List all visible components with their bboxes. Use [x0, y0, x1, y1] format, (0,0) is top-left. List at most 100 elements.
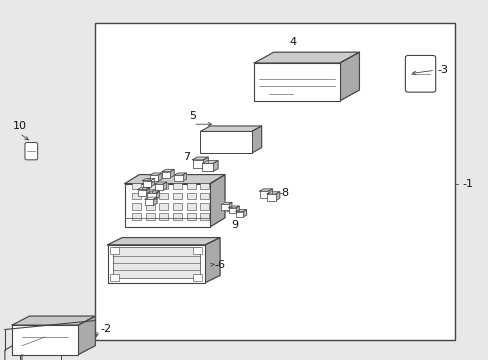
Bar: [124, 184, 210, 227]
Polygon shape: [192, 157, 208, 160]
Polygon shape: [162, 170, 174, 171]
Polygon shape: [339, 52, 359, 101]
Bar: [149, 175, 158, 181]
Bar: [200, 193, 209, 199]
Bar: [200, 203, 209, 210]
Polygon shape: [149, 173, 162, 175]
Polygon shape: [210, 175, 224, 227]
Polygon shape: [138, 188, 149, 189]
Text: 5: 5: [189, 111, 196, 121]
Polygon shape: [163, 182, 166, 190]
Bar: [202, 163, 213, 171]
Bar: [154, 184, 163, 190]
Bar: [145, 193, 154, 199]
Polygon shape: [254, 52, 359, 63]
Bar: [162, 171, 170, 177]
Polygon shape: [107, 238, 220, 245]
Text: 7: 7: [183, 152, 190, 162]
Bar: [192, 160, 203, 168]
Bar: [110, 247, 119, 254]
Bar: [200, 183, 209, 189]
Bar: [144, 199, 153, 205]
Polygon shape: [228, 202, 231, 210]
Bar: [235, 211, 243, 217]
Polygon shape: [124, 175, 224, 184]
Bar: [132, 203, 141, 210]
Polygon shape: [174, 173, 186, 175]
Text: -2: -2: [100, 324, 111, 334]
Bar: [173, 193, 182, 199]
Bar: [138, 189, 146, 196]
Polygon shape: [221, 202, 231, 204]
Bar: [254, 63, 339, 101]
Bar: [266, 194, 275, 201]
Bar: [186, 203, 195, 210]
Bar: [200, 131, 251, 153]
FancyBboxPatch shape: [405, 55, 435, 92]
Bar: [221, 204, 228, 210]
Bar: [132, 183, 141, 189]
Polygon shape: [275, 192, 279, 201]
Bar: [173, 183, 182, 189]
Polygon shape: [12, 316, 95, 325]
Text: 4: 4: [289, 37, 296, 47]
Text: -6: -6: [214, 260, 224, 270]
Bar: [159, 213, 168, 220]
Polygon shape: [142, 179, 154, 180]
Bar: [186, 183, 195, 189]
Polygon shape: [202, 161, 218, 163]
Polygon shape: [213, 161, 218, 171]
Bar: [200, 213, 209, 220]
Bar: [145, 203, 154, 210]
Polygon shape: [158, 173, 162, 181]
Polygon shape: [145, 188, 149, 196]
Bar: [113, 247, 199, 278]
Text: -3: -3: [437, 65, 447, 75]
Polygon shape: [243, 210, 246, 217]
Polygon shape: [235, 206, 239, 213]
Bar: [193, 247, 202, 254]
Bar: [193, 274, 202, 281]
Bar: [173, 203, 182, 210]
Bar: [174, 175, 183, 181]
Bar: [159, 203, 168, 210]
Bar: [95, 23, 454, 340]
Bar: [159, 183, 168, 189]
Polygon shape: [153, 197, 157, 205]
Text: -8: -8: [278, 188, 289, 198]
Bar: [173, 213, 182, 220]
Polygon shape: [78, 316, 95, 355]
Bar: [159, 193, 168, 199]
Polygon shape: [251, 126, 261, 153]
Text: -1: -1: [461, 179, 472, 189]
Bar: [12, 325, 78, 355]
Text: 9: 9: [231, 220, 238, 230]
Polygon shape: [205, 238, 220, 283]
Polygon shape: [203, 157, 208, 168]
Polygon shape: [154, 182, 166, 184]
Bar: [110, 274, 119, 281]
Text: 10: 10: [13, 121, 26, 131]
Bar: [186, 193, 195, 199]
Polygon shape: [144, 197, 157, 199]
FancyBboxPatch shape: [25, 143, 38, 160]
Bar: [147, 193, 155, 199]
Bar: [228, 208, 235, 213]
Polygon shape: [155, 191, 159, 199]
Bar: [145, 183, 154, 189]
Polygon shape: [228, 206, 239, 208]
Polygon shape: [268, 189, 272, 198]
Bar: [132, 193, 141, 199]
Polygon shape: [170, 170, 174, 177]
Polygon shape: [150, 179, 154, 186]
Polygon shape: [200, 126, 261, 131]
Bar: [107, 245, 205, 283]
Polygon shape: [147, 191, 159, 193]
Polygon shape: [259, 189, 272, 191]
Polygon shape: [266, 192, 279, 194]
Bar: [259, 191, 268, 198]
Bar: [186, 213, 195, 220]
Polygon shape: [235, 210, 246, 211]
Bar: [132, 213, 141, 220]
Bar: [145, 213, 154, 220]
